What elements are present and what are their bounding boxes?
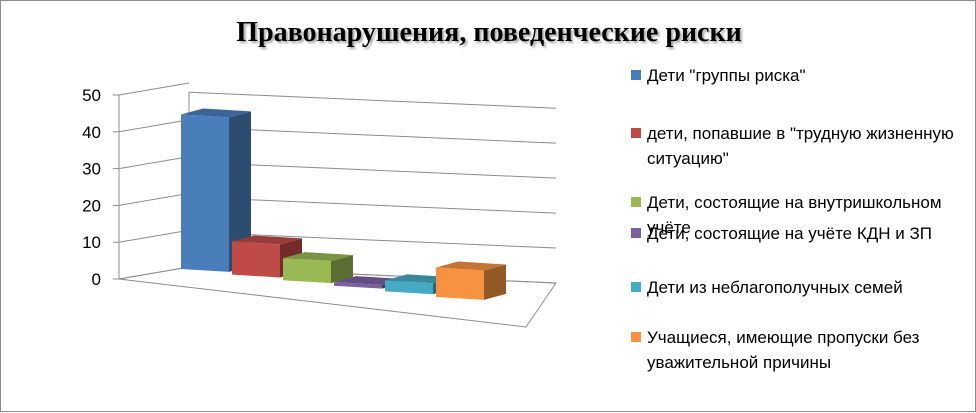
bar-front-2 (232, 241, 280, 278)
y-tick-label-10: 10 (82, 233, 101, 252)
legend-label: Дети из неблагополучных семей (647, 278, 903, 297)
legend-swatch (631, 128, 641, 138)
floor (118, 266, 557, 328)
legend-item: Дети из неблагополучных семей (631, 275, 961, 300)
bar-side-3 (331, 255, 353, 284)
legend-swatch (631, 197, 641, 207)
y-tick-label-30: 30 (82, 160, 101, 179)
bar-top-6 (436, 261, 506, 271)
legend-item: дети, попавшие в "трудную жизненную ситу… (631, 121, 961, 171)
legend-item: Дети, состоящие на внутришкольном учёте (631, 190, 961, 240)
legend-label: Дети "группы риска" (647, 66, 806, 85)
bar-top-2 (232, 235, 302, 245)
bar-front-1 (181, 114, 229, 272)
chart-title: Правонарушения, поведенческие риски (236, 17, 742, 48)
bar-3 (283, 252, 353, 284)
legend-label: Учащиеся, имеющие пропуски без уважитель… (647, 328, 920, 372)
gridline-side-10 (118, 229, 190, 243)
bar-front-5 (385, 280, 433, 295)
legend-label: Дети, состоящие на учёте КДН и ЗП (647, 224, 932, 243)
y-tick-label-20: 20 (82, 196, 101, 215)
gridline-side-20 (118, 192, 190, 206)
gridline-side-50 (118, 82, 190, 96)
gridline-side-30 (118, 156, 190, 170)
legend-swatch (631, 332, 641, 342)
legend-item: Дети "группы риска" (631, 63, 961, 88)
gridline-side-40 (118, 119, 190, 133)
y-tick-label-40: 40 (82, 123, 101, 142)
legend-swatch (631, 228, 641, 238)
bar-top-1 (181, 108, 251, 118)
bar-side-6 (484, 264, 506, 300)
y-tick-label-0: 0 (92, 270, 101, 289)
bar-front-3 (283, 258, 331, 284)
bar-side-1 (229, 111, 251, 272)
legend-item: Дети, состоящие на учёте КДН и ЗП (631, 221, 961, 246)
legend-swatch (631, 282, 641, 292)
legend-label: дети, попавшие в "трудную жизненную ситу… (647, 124, 954, 168)
bar-6 (436, 261, 506, 300)
bar-top-3 (283, 252, 353, 261)
legend-label: Дети, состоящие на внутришкольном учёте (647, 193, 942, 237)
legend-swatch (631, 70, 641, 80)
gridline-50 (188, 91, 557, 109)
bar-front-4 (334, 282, 382, 289)
y-tick-label-50: 50 (82, 86, 101, 105)
bar-1 (181, 108, 251, 272)
legend-item: Учащиеся, имеющие пропуски без уважитель… (631, 325, 961, 375)
bar-front-6 (436, 267, 484, 300)
